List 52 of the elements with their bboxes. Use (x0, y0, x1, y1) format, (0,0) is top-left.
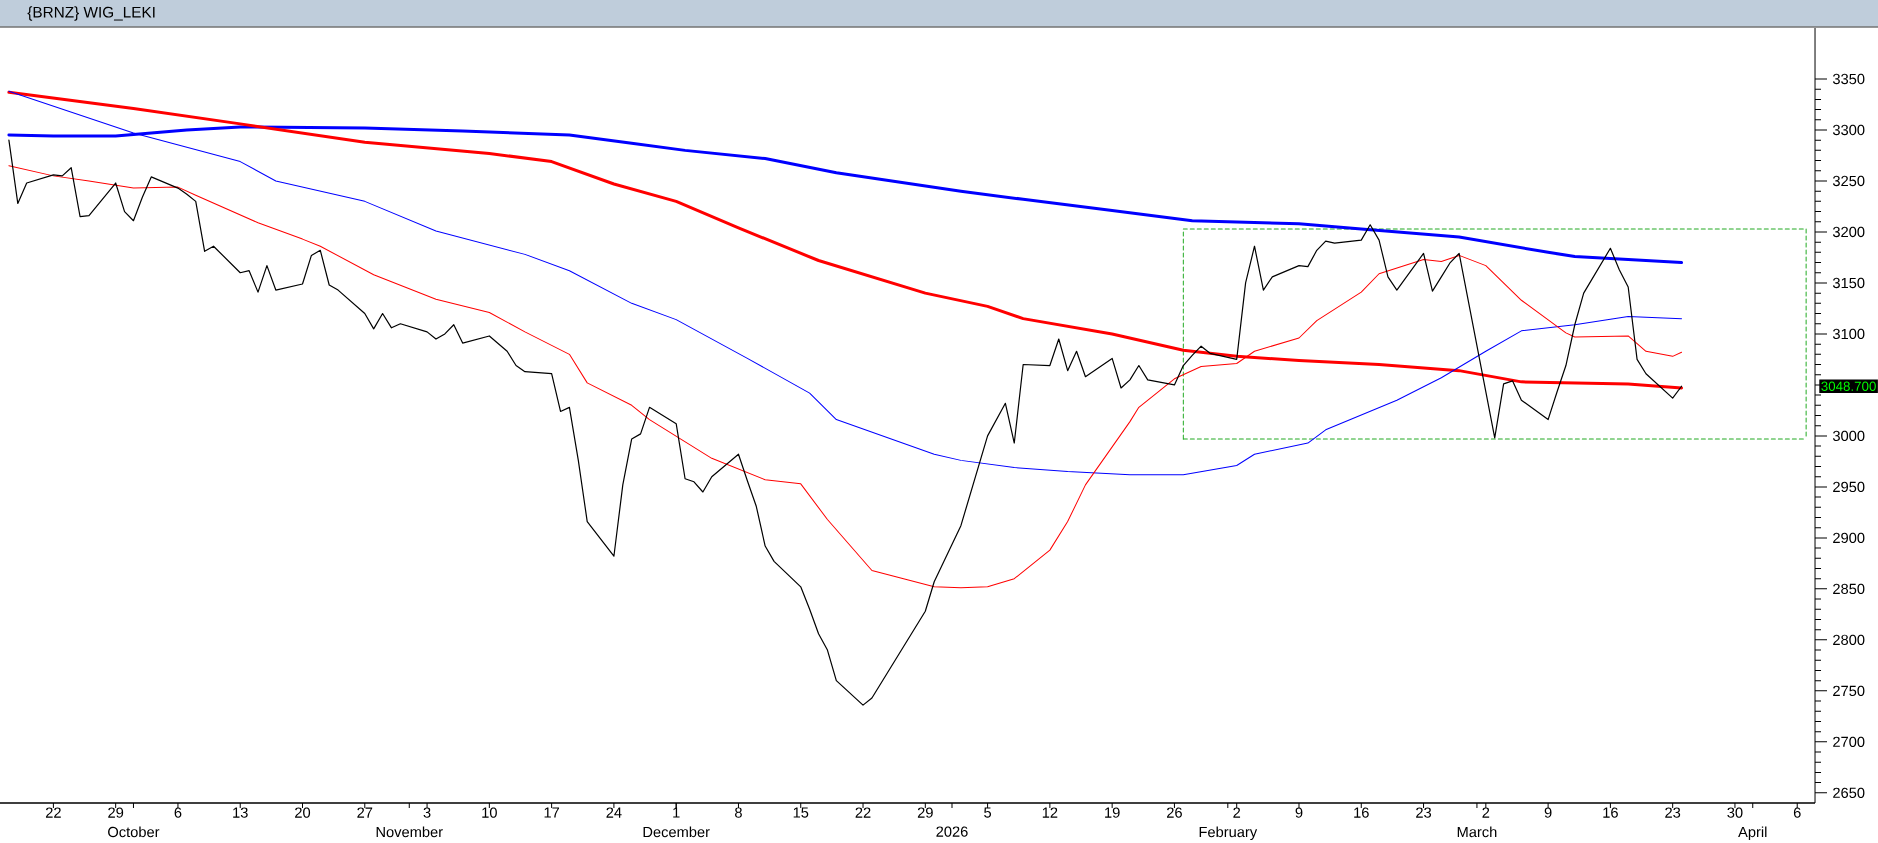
x2-tick-label: October (108, 826, 160, 838)
y-tick-label: 2800 (1833, 634, 1865, 646)
x2-tick-label: December (643, 826, 710, 838)
x-tick-label: 30 (1727, 807, 1743, 818)
x-tick-label: 26 (1167, 807, 1182, 818)
x-tick-label: 23 (1416, 807, 1432, 818)
x2-tick-label: February (1199, 826, 1258, 841)
x2-tick-label: 2026 (936, 826, 968, 837)
chart-title: {BRNZ} WIG_LEKI (27, 6, 155, 21)
y-tick-label: 3350 (1832, 73, 1865, 85)
y-tick-label: 3150 (1832, 277, 1865, 289)
x-tick-label: 6 (174, 807, 182, 818)
x-tick-label: 27 (357, 807, 373, 818)
x-tick-label: 23 (1665, 807, 1681, 818)
x-tick-label: 9 (1544, 807, 1552, 818)
x-tick-label: 22 (855, 807, 871, 818)
x-tick-label: 24 (606, 807, 622, 818)
y-tick-label: 3300 (1832, 124, 1865, 136)
x-tick-label: 10 (482, 807, 497, 818)
x2-tick-label: November (376, 826, 443, 838)
x-tick-label: 20 (295, 807, 311, 818)
x-tick-label: 17 (544, 807, 560, 818)
y-tick-label: 3250 (1832, 175, 1865, 187)
y-tick-label: 2650 (1833, 787, 1865, 799)
y-tick-label: 3200 (1832, 226, 1865, 238)
x-tick-label: 19 (1105, 807, 1120, 818)
x-tick-label: 5 (984, 807, 992, 818)
x-tick-label: 13 (233, 807, 248, 818)
x-tick-label: 8 (735, 807, 742, 818)
text: 3048.700 (1821, 381, 1876, 391)
x-tick-label: 16 (1603, 807, 1618, 818)
y-tick-label: 2950 (1833, 481, 1865, 493)
y-tick-label: 3100 (1832, 328, 1865, 340)
y-tick-label: 3000 (1832, 430, 1865, 442)
x-tick-label: 15 (793, 807, 809, 818)
y-tick-label: 2900 (1833, 532, 1865, 544)
y-tick-label: 2750 (1833, 685, 1865, 697)
x-tick-label: 12 (1042, 807, 1058, 818)
y-tick-label: 2700 (1833, 736, 1865, 748)
x-tick-label: 6 (1793, 807, 1801, 818)
x-tick-label: 29 (108, 807, 124, 818)
x-tick-label: 2 (1233, 807, 1241, 818)
x-tick-label: 29 (917, 807, 933, 818)
x-tick-label: 3 (423, 807, 431, 818)
x2-tick-label: April (1738, 826, 1767, 841)
x-tick-label: 22 (45, 807, 61, 818)
x2-tick-label: March (1457, 826, 1497, 838)
x-tick-label: 16 (1354, 807, 1369, 818)
x-tick-label: 9 (1295, 807, 1303, 818)
y-tick-label: 2850 (1833, 583, 1865, 595)
x-tick-label: 2 (1482, 807, 1490, 818)
x-tick-label: 1 (673, 807, 680, 818)
